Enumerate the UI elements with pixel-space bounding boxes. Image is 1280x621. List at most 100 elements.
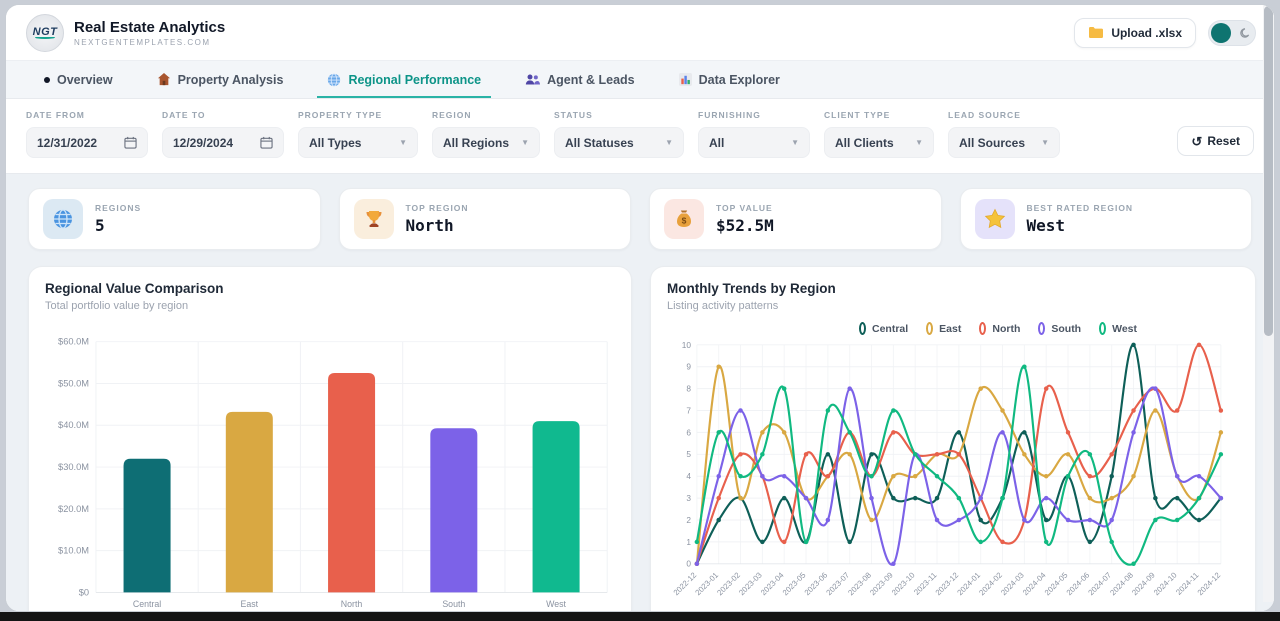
trophy-icon — [354, 199, 394, 239]
reset-button-label: Reset — [1207, 134, 1240, 148]
legend-label: East — [939, 323, 961, 335]
date-from-value: 12/31/2022 — [37, 136, 97, 150]
main-content: REGIONS 5 TOP REGION North $ TOP VALUE — [6, 174, 1274, 612]
svg-text:2024-02: 2024-02 — [977, 571, 1004, 598]
charts-row: Regional Value Comparison Total portfoli… — [28, 266, 1252, 612]
svg-text:2024-08: 2024-08 — [1108, 571, 1135, 598]
legend-item-east[interactable]: East — [926, 322, 961, 335]
kpi-value: North — [406, 216, 469, 235]
theme-toggle[interactable] — [1208, 20, 1256, 46]
kpi-label: BEST RATED REGION — [1027, 203, 1134, 213]
property-type-value: All Types — [309, 136, 361, 150]
kpi-card-top-region: TOP REGION North — [339, 188, 632, 250]
filter-furnishing: FURNISHING All ▼ — [698, 110, 810, 158]
folder-icon — [1088, 26, 1104, 39]
tab-label: Agent & Leads — [547, 73, 635, 87]
scrollbar-track[interactable] — [1263, 5, 1274, 602]
reset-icon: ↺ — [1191, 135, 1202, 148]
chart-legend: Central East North South West — [757, 322, 1239, 335]
lead-source-value: All Sources — [959, 136, 1025, 150]
bar-chart-svg: $0$10.0M$20.0M$30.0M$40.0M$50.0M$60.0MCe… — [45, 324, 617, 612]
chart-title: Monthly Trends by Region — [667, 281, 1239, 296]
monthly-trends-card: Monthly Trends by Region Listing activit… — [650, 266, 1256, 612]
svg-text:1: 1 — [686, 537, 691, 547]
svg-text:2: 2 — [686, 515, 691, 525]
kpi-texts: BEST RATED REGION West — [1027, 203, 1134, 235]
chart-title: Regional Value Comparison — [45, 281, 615, 296]
filter-status: STATUS All Statuses ▼ — [554, 110, 684, 158]
tab-data-explorer[interactable]: Data Explorer — [679, 61, 780, 98]
furnishing-select[interactable]: All ▼ — [698, 127, 810, 158]
upload-xlsx-button[interactable]: Upload .xlsx — [1074, 18, 1196, 48]
tab-label: Regional Performance — [348, 73, 481, 87]
header-titles: Real Estate Analytics NEXTGENTEMPLATES.C… — [74, 19, 225, 47]
filter-region: REGION All Regions ▼ — [432, 110, 540, 158]
regional-value-card: Regional Value Comparison Total portfoli… — [28, 266, 632, 612]
svg-text:2023-03: 2023-03 — [737, 571, 764, 598]
app-title: Real Estate Analytics — [74, 19, 225, 36]
svg-text:$20.0M: $20.0M — [58, 504, 89, 514]
svg-text:2024-01: 2024-01 — [955, 571, 982, 598]
svg-text:8: 8 — [686, 384, 691, 394]
svg-text:2024-07: 2024-07 — [1086, 571, 1113, 598]
chevron-down-icon: ▼ — [915, 138, 923, 147]
scrollbar-thumb[interactable] — [1264, 6, 1273, 336]
tab-label: Overview — [57, 73, 113, 87]
furnishing-value: All — [709, 136, 724, 150]
kpi-label: TOP REGION — [406, 203, 469, 213]
legend-item-central[interactable]: Central — [859, 322, 908, 335]
kpi-card-top-value: $ TOP VALUE $52.5M — [649, 188, 942, 250]
svg-text:2023-08: 2023-08 — [846, 571, 873, 598]
filter-label: FURNISHING — [698, 110, 810, 120]
svg-text:7: 7 — [686, 405, 691, 415]
moneybag-icon: $ — [664, 199, 704, 239]
svg-text:6: 6 — [686, 427, 691, 437]
chart-subtitle: Listing activity patterns — [667, 300, 1239, 312]
property-type-select[interactable]: All Types ▼ — [298, 127, 418, 158]
client-type-select[interactable]: All Clients ▼ — [824, 127, 934, 158]
reset-button[interactable]: ↺ Reset — [1177, 126, 1254, 156]
status-value: All Statuses — [565, 136, 634, 150]
tab-regional-performance[interactable]: Regional Performance — [327, 61, 481, 98]
date-to-value: 12/29/2024 — [173, 136, 233, 150]
tab-label: Property Analysis — [178, 73, 284, 87]
region-select[interactable]: All Regions ▼ — [432, 127, 540, 158]
legend-label: North — [992, 323, 1020, 335]
lead-source-select[interactable]: All Sources ▼ — [948, 127, 1060, 158]
kpi-texts: REGIONS 5 — [95, 203, 141, 235]
tab-overview[interactable]: Overview — [44, 61, 113, 98]
legend-label: Central — [872, 323, 908, 335]
status-select[interactable]: All Statuses ▼ — [554, 127, 684, 158]
chevron-down-icon: ▼ — [399, 138, 407, 147]
filter-label: STATUS — [554, 110, 684, 120]
house-icon — [157, 73, 171, 86]
legend-ring-icon — [859, 322, 866, 335]
legend-item-north[interactable]: North — [979, 322, 1020, 335]
svg-text:0: 0 — [686, 559, 691, 569]
legend-item-south[interactable]: South — [1038, 322, 1081, 335]
kpi-card-regions: REGIONS 5 — [28, 188, 321, 250]
globe-icon — [43, 199, 83, 239]
date-from-input[interactable]: 12/31/2022 — [26, 127, 148, 158]
moon-icon — [1239, 27, 1250, 39]
filter-date-to: DATE TO 12/29/2024 — [162, 110, 284, 158]
kpi-texts: TOP REGION North — [406, 203, 469, 235]
upload-button-label: Upload .xlsx — [1111, 26, 1182, 40]
filter-label: REGION — [432, 110, 540, 120]
tab-property-analysis[interactable]: Property Analysis — [157, 61, 284, 98]
chevron-down-icon: ▼ — [521, 138, 529, 147]
filter-client-type: CLIENT TYPE All Clients ▼ — [824, 110, 934, 158]
svg-text:2023-01: 2023-01 — [693, 571, 720, 598]
svg-text:2023-06: 2023-06 — [803, 571, 830, 598]
svg-text:$50.0M: $50.0M — [58, 378, 89, 388]
date-to-input[interactable]: 12/29/2024 — [162, 127, 284, 158]
calendar-icon — [124, 136, 137, 149]
filter-bar: DATE FROM 12/31/2022 DATE TO 12/29/2024 … — [6, 99, 1274, 174]
legend-item-west[interactable]: West — [1099, 322, 1137, 335]
kpi-texts: TOP VALUE $52.5M — [716, 203, 774, 235]
filter-label: DATE TO — [162, 110, 284, 120]
tab-agent-leads[interactable]: Agent & Leads — [525, 61, 635, 98]
filter-label: DATE FROM — [26, 110, 148, 120]
legend-ring-icon — [1099, 322, 1106, 335]
svg-text:$40.0M: $40.0M — [58, 420, 89, 430]
